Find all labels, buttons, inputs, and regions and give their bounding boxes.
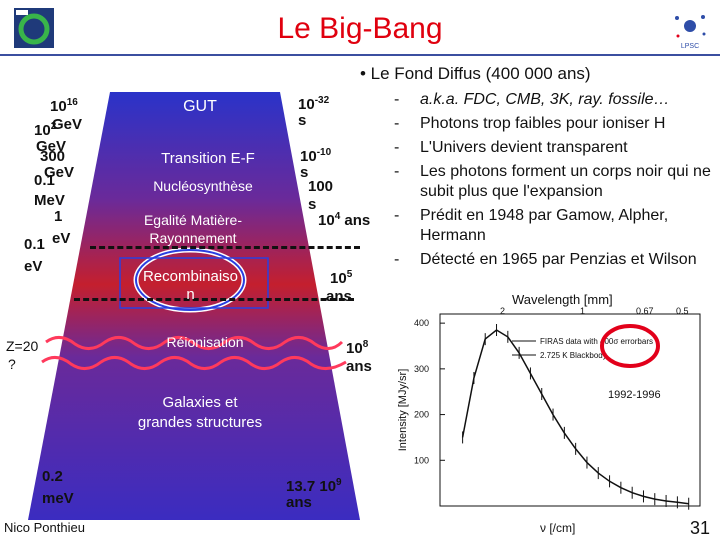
energy-label-7: 0.2 — [42, 468, 63, 485]
era-reionisation: Réionisation — [166, 334, 244, 350]
energy-label-3-unit: GeV — [44, 164, 75, 181]
time-label-6-unit: ans — [346, 358, 372, 375]
era-galaxies-line1: Galaxies et — [162, 394, 238, 411]
top-axis-label: Wavelength [mm] — [512, 292, 613, 307]
era-recombination-line2: n — [186, 286, 195, 303]
energy-label-5: 1 — [54, 208, 63, 225]
era-galaxies-line2: grandes structures — [137, 414, 263, 431]
dashed-line-egalite — [90, 246, 360, 249]
dashed-line-recombination — [74, 298, 354, 301]
svg-text:LPSC: LPSC — [681, 43, 699, 50]
era-egalite-line2: Rayonnement — [149, 230, 237, 246]
era-egalite-line1: Egalité Matière- — [143, 212, 243, 228]
energy-label-2-unit: GeV — [36, 138, 67, 155]
y-axis-label: Intensity [MJy/sr] — [397, 369, 409, 452]
institution-logo-left — [14, 8, 54, 48]
recombination-highlight — [135, 249, 245, 311]
title-divider — [0, 54, 720, 56]
time-label-7-unit: ans — [286, 494, 312, 511]
data-points — [462, 324, 690, 510]
slide-title: Le Big-Bang — [277, 12, 443, 45]
big-bang-cone-diagram — [28, 92, 360, 520]
top-tick-label: 2 — [500, 306, 505, 316]
energy-label-6-unit: eV — [24, 258, 43, 275]
red-highlight-circle — [600, 324, 660, 368]
energy-label-5-unit: eV — [52, 230, 71, 247]
time-label-7: 13.7 109 — [286, 477, 342, 495]
time-label-5-unit: ans — [326, 288, 352, 305]
era-transition: Transition E-F — [161, 150, 255, 167]
energy-label-2: 102 — [34, 121, 57, 139]
time-label-2-unit: s — [300, 164, 309, 181]
energy-label-1: 1016 — [50, 97, 78, 115]
bullet-item: - Photons trop faibles pour ioniser H — [394, 115, 666, 132]
y-tick-label: 100 — [414, 455, 429, 465]
lpsc-logo: LPSC — [675, 15, 706, 50]
bullet-item: - L'Univers devient transparent — [394, 139, 628, 156]
energy-label-7-unit: meV — [42, 490, 74, 507]
redshift-question: ? — [8, 356, 16, 372]
recombination-box — [119, 257, 269, 309]
cone-shape — [28, 92, 360, 520]
y-tick-label: 200 — [414, 410, 429, 420]
era-gut: GUT — [183, 98, 217, 115]
bullet-heading: • Le Fond Diffus (400 000 ans) — [360, 64, 591, 83]
time-label-1-unit: s — [298, 112, 307, 129]
time-label-6: 108 — [346, 339, 369, 357]
energy-label-4-unit: MeV — [34, 192, 65, 209]
reionization-wave-top — [45, 336, 344, 350]
redshift-label: Z=20 — [6, 338, 39, 354]
bullet-item: - Les photons forment un corps noir qui n… — [394, 163, 711, 200]
years-label: 1992-1996 — [608, 389, 661, 401]
time-label-2: 10-10 — [300, 147, 332, 165]
top-tick-label: 0.67 — [636, 306, 654, 316]
bullet-list: - a.k.a. FDC, CMB, 3K, ray. fossile… - Pho… — [394, 90, 716, 270]
footer-author: Nico Ponthieu — [4, 520, 85, 535]
time-label-3: 100 — [308, 178, 334, 195]
top-tick-label: 1 — [580, 306, 585, 316]
era-recombination-line1: Recombinaiso — [142, 268, 239, 285]
page-number: 31 — [690, 518, 711, 538]
top-tick-label: 0.5 — [676, 306, 689, 316]
energy-label-3: 300 — [40, 148, 66, 165]
energy-label-4: 0.1 — [34, 172, 55, 189]
energy-label-1-unit: GeV — [52, 116, 83, 133]
y-tick-labels: 400 300 200 100 — [414, 318, 445, 465]
reionization-wave-bottom — [41, 356, 347, 370]
x-axis-label: ν [/cm] — [540, 521, 575, 535]
era-nucleosynthesis: Nucléosynthèse — [153, 178, 253, 194]
legend-data: FIRAS data with 400σ errorbars — [540, 337, 653, 346]
bullet-item: - Prédit en 1948 par Gamow, Alpher, Herma… — [394, 207, 669, 244]
time-label-3-unit: s — [308, 196, 317, 213]
y-tick-label: 300 — [414, 364, 429, 374]
energy-label-6: 0.1 — [24, 236, 45, 253]
time-label-5: 105 — [330, 269, 353, 287]
bullet-item: - Détecté en 1965 par Penzias et Wilson — [394, 251, 697, 268]
bullet-item: - a.k.a. FDC, CMB, 3K, ray. fossile… — [394, 91, 670, 108]
time-label-4: 104 ans — [318, 211, 371, 229]
time-label-1: 10-32 — [298, 95, 330, 113]
y-tick-label: 400 — [414, 318, 429, 328]
legend-blackbody: 2.725 K Blackbody — [540, 351, 607, 360]
cmb-spectrum-chart: Wavelength [mm] 2 1 0.67 0.5 Intensity [… — [397, 292, 701, 535]
